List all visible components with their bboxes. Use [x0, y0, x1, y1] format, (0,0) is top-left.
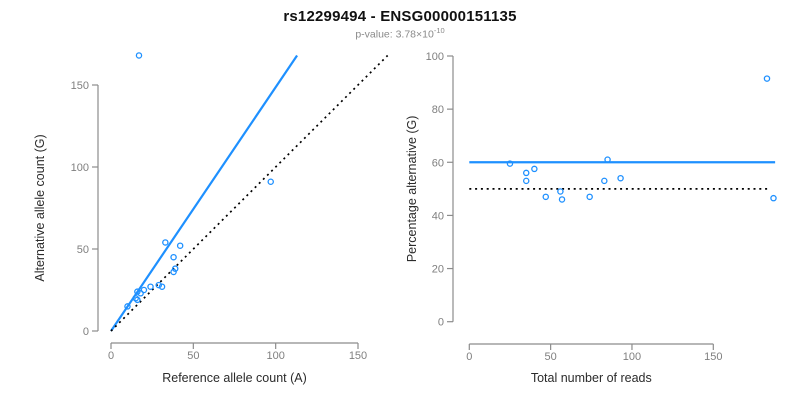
- figure-title: rs12299494 - ENSG00000151135: [283, 8, 517, 25]
- y-tick-label: 20: [432, 264, 444, 276]
- x-axis-title: Total number of reads: [531, 371, 652, 385]
- data-point: [558, 196, 566, 203]
- data-point: [134, 296, 141, 304]
- x-tick-label: 50: [545, 351, 557, 363]
- y-tick-label: 0: [438, 317, 444, 329]
- x-tick-label: 0: [466, 351, 472, 363]
- y-tick-label: 80: [432, 104, 444, 116]
- data-point: [132, 294, 139, 302]
- y-tick-label: 40: [432, 210, 444, 222]
- x-tick-label: 0: [108, 350, 114, 362]
- x-axis-title: Reference allele count (A): [162, 371, 307, 385]
- x-tick-label: 150: [704, 351, 722, 363]
- data-point: [586, 193, 593, 201]
- data-point: [522, 177, 530, 185]
- y-tick-label: 100: [71, 162, 89, 174]
- data-point: [135, 52, 143, 59]
- data-point: [162, 239, 169, 246]
- data-point: [171, 265, 179, 272]
- fit-line: [110, 54, 298, 332]
- pvalue-exponent: -10: [433, 26, 445, 35]
- y-tick-label: 50: [77, 244, 89, 256]
- data-point: [134, 288, 141, 295]
- data-point: [170, 253, 177, 261]
- data-point: [604, 156, 611, 163]
- y-tick-label: 150: [71, 80, 89, 92]
- data-point: [140, 286, 148, 294]
- y-tick-label: 100: [426, 51, 444, 63]
- data-point: [531, 165, 538, 173]
- data-point: [506, 160, 514, 167]
- data-point: [124, 303, 131, 310]
- data-point: [557, 188, 564, 195]
- data-point: [158, 283, 166, 290]
- data-point: [155, 281, 163, 289]
- data-point: [137, 290, 144, 297]
- y-tick-label: 0: [83, 326, 89, 338]
- identity-line: [110, 54, 389, 332]
- data-point: [170, 268, 177, 276]
- x-tick-label: 50: [187, 350, 199, 362]
- data-point: [542, 193, 550, 201]
- y-axis-title: Percentage alternative (G): [405, 116, 419, 263]
- x-tick-label: 150: [349, 350, 367, 362]
- figure-subtitle: p-value: 3.78×10-10: [0, 26, 800, 41]
- x-tick-label: 100: [266, 350, 284, 362]
- data-point: [770, 194, 777, 202]
- y-tick-label: 60: [432, 157, 444, 169]
- data-point: [176, 242, 184, 249]
- left-panel: 0 50 100 150 0 50 100 150 Reference allele count…: [33, 52, 389, 385]
- pvalue-text: p-value: 3.78×10: [355, 28, 434, 41]
- data-point: [147, 283, 154, 290]
- data-point: [601, 177, 608, 185]
- y-axis-title: Alternative allele count (G): [33, 134, 47, 281]
- x-tick-label: 100: [623, 351, 641, 363]
- right-panel: 0 50 100 150 0 20 40 60 80 100 Total number of rea…: [405, 51, 777, 385]
- data-point: [522, 169, 530, 177]
- data-point: [763, 75, 771, 82]
- data-point: [617, 174, 624, 182]
- data-point: [267, 178, 274, 186]
